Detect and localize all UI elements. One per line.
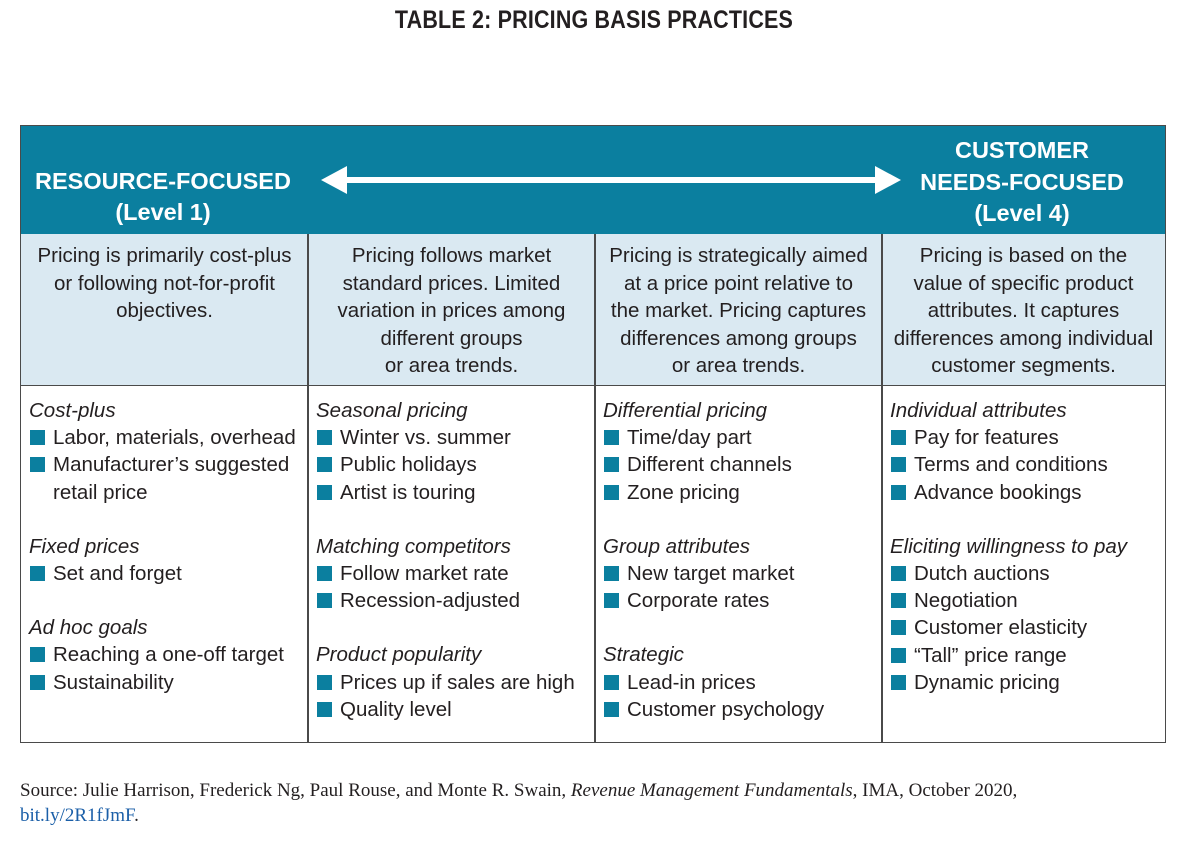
resource-focused-heading: RESOURCE-FOCUSED (Level 1) xyxy=(21,166,305,228)
practice-item: Time/day part xyxy=(603,424,882,451)
pricing-table: RESOURCE-FOCUSED (Level 1) CUSTOMER NEED… xyxy=(20,125,1166,743)
description-cell: Pricing follows market standard prices. L… xyxy=(308,234,595,385)
description-line: attributes. It captures xyxy=(927,299,1120,322)
practice-item: Follow market rate xyxy=(316,560,595,587)
table-title: TABLE 2: PRICING BASIS PRACTICES xyxy=(394,6,794,34)
practices-cell: Cost-plus Labor, materials, overhead Manuf… xyxy=(21,386,308,742)
practice-group: Seasonal pricing Winter vs. summer Public … xyxy=(316,397,595,506)
description-row: Pricing is primarily cost-plus or followi… xyxy=(21,234,1165,386)
practice-group: Ad hoc goals Reaching a one-off target Sus… xyxy=(29,614,308,696)
practice-group-title: Ad hoc goals xyxy=(29,616,148,640)
practice-item: Labor, materials, overhead xyxy=(29,424,308,451)
description-line: customer segments. xyxy=(931,354,1116,377)
column-divider xyxy=(307,234,309,742)
practice-item: Artist is touring xyxy=(316,479,595,506)
practice-item: Quality level xyxy=(316,696,595,723)
practice-group: Differential pricing Time/day part Differe… xyxy=(603,397,882,506)
practice-item: Reaching a one-off target xyxy=(29,641,308,668)
practice-item: Set and forget xyxy=(29,560,308,587)
practice-group-title: Eliciting willingness to pay xyxy=(890,534,1128,558)
practice-group: Strategic Lead-in prices Customer psycholo… xyxy=(603,641,882,723)
column-divider xyxy=(594,234,596,742)
source-link[interactable]: bit.ly/2R1fJmF xyxy=(20,805,135,826)
practice-item: New target market xyxy=(603,560,882,587)
double-arrow-icon xyxy=(321,166,901,194)
practice-item: Prices up if sales are high xyxy=(316,669,595,696)
customer-label: CUSTOMER xyxy=(954,137,1090,163)
description-line: standard prices. Limited xyxy=(342,271,561,295)
level-1-label: (Level 1) xyxy=(115,199,211,225)
description-cell: Pricing is based on the value of specific… xyxy=(882,234,1165,385)
practice-group: Matching competitors Follow market rate Re… xyxy=(316,533,595,615)
practice-group-title: Differential pricing xyxy=(603,399,768,422)
level-4-label: (Level 4) xyxy=(974,200,1070,226)
practice-item: Negotiation xyxy=(890,587,1165,614)
description-line: or area trends. xyxy=(671,354,806,377)
practice-item: Lead-in prices xyxy=(603,669,882,696)
customer-needs-focused-heading: CUSTOMER NEEDS-FOCUSED (Level 4) xyxy=(907,135,1137,230)
description-line: objectives. xyxy=(116,299,213,322)
practice-group-title: Seasonal pricing xyxy=(316,399,468,422)
description-line: at a price point relative to xyxy=(623,271,854,295)
practice-group-title: Group attributes xyxy=(603,534,750,558)
table-header: RESOURCE-FOCUSED (Level 1) CUSTOMER NEED… xyxy=(21,126,1165,234)
description-line: Pricing is strategically aimed xyxy=(609,244,868,267)
practice-item: Recession-adjusted xyxy=(316,587,595,614)
practices-cell: Seasonal pricing Winter vs. summer Public … xyxy=(308,386,595,742)
resource-focused-label: RESOURCE-FOCUSED xyxy=(35,168,291,194)
practice-item: Sustainability xyxy=(29,669,308,696)
practice-item: Zone pricing xyxy=(603,479,882,506)
practice-group: Individual attributes Pay for features Ter… xyxy=(890,397,1165,506)
practice-group: Eliciting willingness to pay Dutch auctio… xyxy=(890,533,1165,696)
practice-group-title: Product popularity xyxy=(316,643,482,667)
description-line: value of specific product xyxy=(913,271,1134,295)
practice-group-title: Strategic xyxy=(603,643,684,667)
practice-group: Product popularity Prices up if sales are… xyxy=(316,641,595,723)
practice-item: Manufacturer’s suggested retail price xyxy=(29,451,308,505)
practices-row: Cost-plus Labor, materials, overhead Manuf… xyxy=(21,386,1165,742)
description-cell: Pricing is strategically aimed at a price… xyxy=(595,234,882,385)
description-cell: Pricing is primarily cost-plus or followi… xyxy=(21,234,308,385)
description-line: differences among individual xyxy=(893,326,1154,350)
description-line: the market. Pricing captures xyxy=(610,299,867,322)
practices-cell: Differential pricing Time/day part Differe… xyxy=(595,386,882,742)
needs-focused-label: NEEDS-FOCUSED xyxy=(920,168,1124,195)
description-line: or area trends. xyxy=(384,354,519,377)
source-book-title: Revenue Management Fundamentals xyxy=(570,780,853,801)
practice-item: Advance bookings xyxy=(890,479,1165,506)
source-end: . xyxy=(134,805,139,826)
practice-item: Customer elasticity xyxy=(890,614,1165,641)
practice-item: Customer psychology xyxy=(603,696,882,723)
description-line: Pricing is primarily cost-plus xyxy=(37,244,292,267)
practice-group-title: Cost-plus xyxy=(29,399,116,422)
source-text-2: , IMA, October 2020, xyxy=(852,780,1018,801)
description-line: variation in prices among xyxy=(337,299,566,322)
description-line: Pricing follows market xyxy=(351,244,552,267)
description-line: differences among groups xyxy=(620,326,857,350)
practice-item: Public holidays xyxy=(316,451,595,478)
practice-group: Group attributes New target market Corpora… xyxy=(603,533,882,615)
practice-item: Dutch auctions xyxy=(890,560,1165,587)
practice-group-title: Fixed prices xyxy=(29,534,140,558)
source-text: Source: Julie Harrison, Frederick Ng, Pa… xyxy=(20,780,571,801)
practice-group-title: Individual attributes xyxy=(890,399,1067,422)
practice-item: Different channels xyxy=(603,451,882,478)
practice-group: Cost-plus Labor, materials, overhead Manuf… xyxy=(29,397,308,506)
practice-item: Corporate rates xyxy=(603,587,882,614)
description-line: Pricing is based on the xyxy=(919,244,1128,267)
practices-cell: Individual attributes Pay for features Ter… xyxy=(882,386,1165,742)
practice-item: Terms and conditions xyxy=(890,451,1165,478)
practice-group-title: Matching competitors xyxy=(316,534,511,558)
column-divider xyxy=(881,234,883,742)
practice-item: “Tall” price range xyxy=(890,642,1165,669)
description-line: or following not-for-profit xyxy=(53,271,276,295)
practice-group: Fixed prices Set and forget xyxy=(29,533,308,587)
practice-item: Dynamic pricing xyxy=(890,669,1165,696)
description-line: different groups xyxy=(380,326,523,350)
practice-item: Pay for features xyxy=(890,424,1165,451)
source-citation: Source: Julie Harrison, Frederick Ng, Pa… xyxy=(20,778,1100,828)
practice-item: Winter vs. summer xyxy=(316,424,595,451)
